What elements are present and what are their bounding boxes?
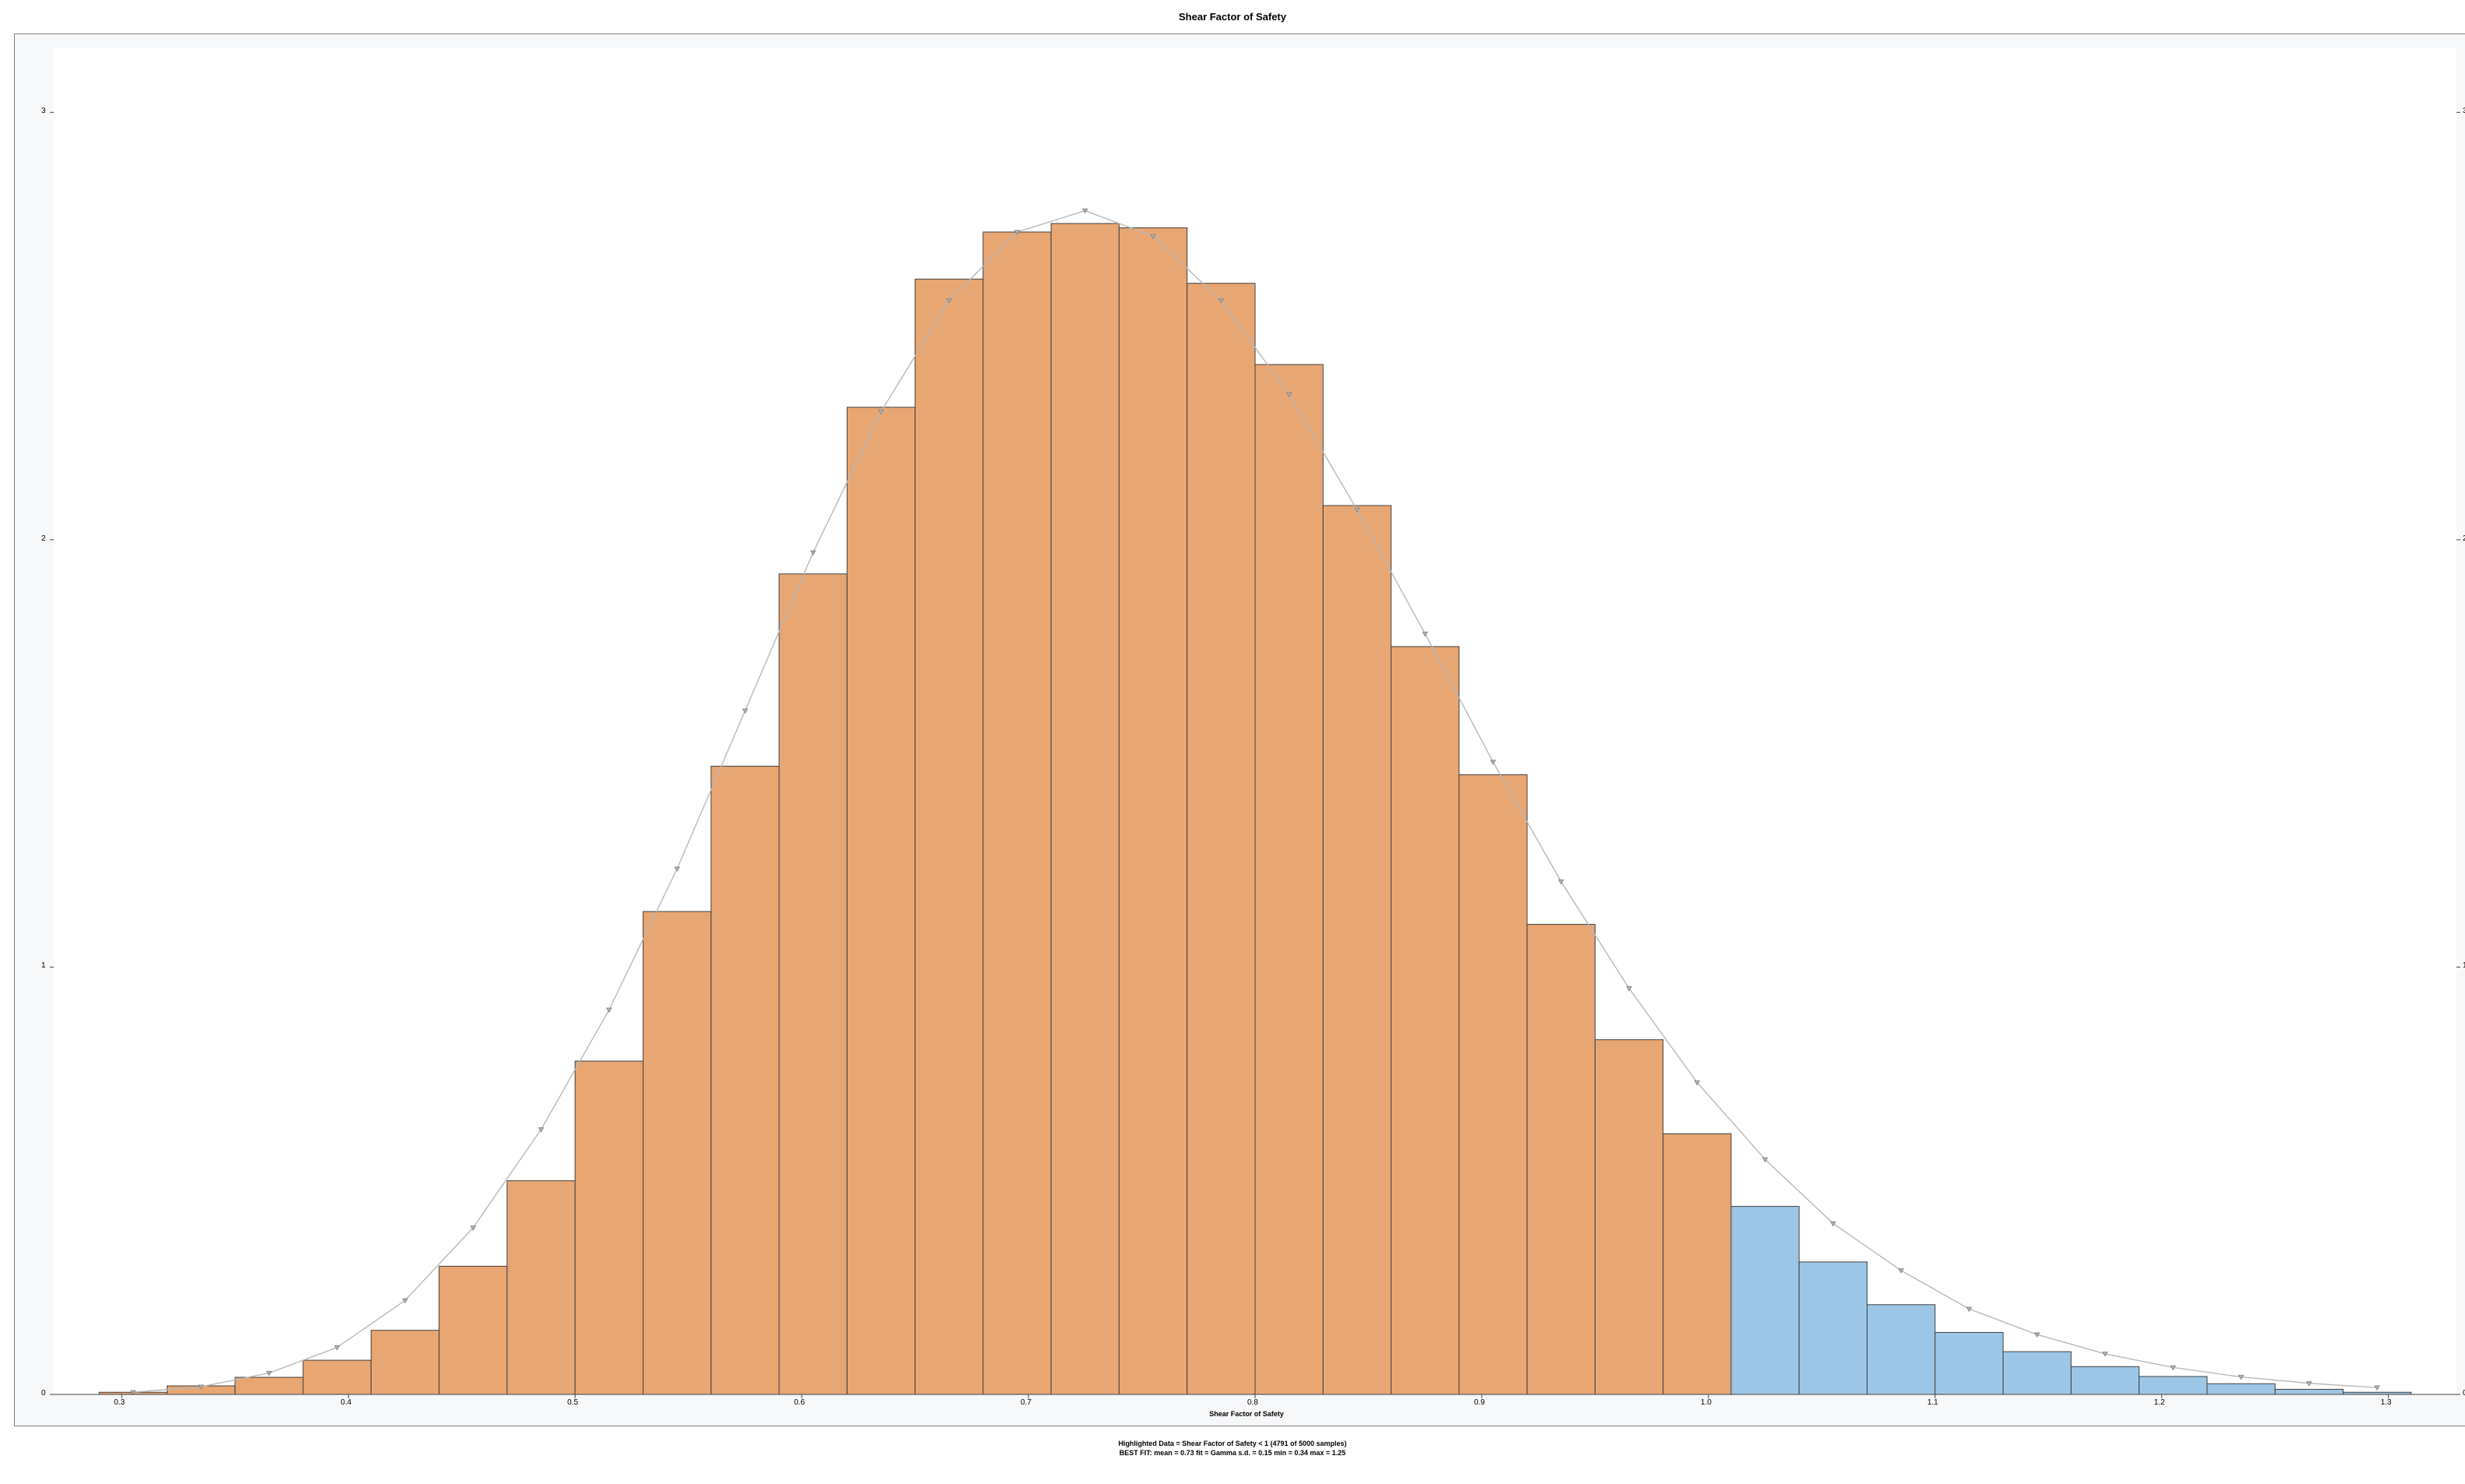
histogram-bar [575,1061,643,1394]
chart-frame: Relative Frequency Shear Factor of Safet… [14,33,2465,1426]
x-tick-label: 1.2 [2154,1398,2165,1407]
fit-marker-icon [1899,1269,1903,1273]
y-tick-label-left: 3 [41,107,46,115]
histogram-bar [1867,1305,1935,1394]
histogram-bar [235,1377,303,1394]
footnote-line-1: Highlighted Data = Shear Factor of Safet… [14,1439,2451,1448]
histogram-bar [983,232,1051,1394]
histogram-bar [1799,1262,1867,1394]
histogram-bar [2003,1352,2071,1394]
x-axis-label: Shear Factor of Safety [15,1410,2465,1418]
histogram-bar [2071,1366,2139,1394]
histogram-bar [2139,1376,2207,1394]
x-tick-label: 0.3 [114,1398,125,1407]
fit-marker-icon [1423,632,1427,636]
plot-area [54,48,2456,1394]
histogram-bar [1935,1332,2003,1394]
y-tick-label-left: 2 [41,534,46,543]
fit-marker-icon [1490,760,1495,764]
histogram-bar [847,407,915,1394]
x-tick-label: 0.4 [340,1398,351,1407]
histogram-bar [303,1360,371,1394]
histogram-svg [54,48,2456,1394]
fit-marker-icon [811,551,816,555]
histogram-bar [1595,1040,1663,1394]
histogram-bar [1323,506,1391,1394]
fit-marker-icon [742,709,747,713]
histogram-bar [1119,227,1187,1394]
chart-footnote: Highlighted Data = Shear Factor of Safet… [14,1439,2451,1458]
histogram-bar [1051,224,1119,1394]
fit-marker-icon [607,1008,612,1012]
histogram-bar [2207,1384,2275,1394]
histogram-bar [507,1181,575,1394]
histogram-bar [1391,647,1459,1394]
histogram-bar [2275,1389,2343,1394]
histogram-bar [439,1266,507,1394]
x-tick-label: 0.5 [567,1398,578,1407]
histogram-bar [643,911,711,1394]
fit-marker-icon [675,867,679,871]
x-tick-label: 0.8 [1247,1398,1258,1407]
histogram-bar [711,767,779,1394]
footnote-line-2: BEST FIT: mean = 0.73 fit = Gamma s.d. =… [14,1448,2451,1458]
x-tick-label: 0.7 [1021,1398,1031,1407]
y-tick-label-left: 1 [41,961,46,970]
histogram-bar [1255,365,1323,1394]
y-tick-label-left: 0 [41,1389,46,1398]
x-tick-label: 0.9 [1474,1398,1485,1407]
chart-title: Shear Factor of Safety [14,11,2451,23]
histogram-bar [1459,775,1527,1394]
histogram-bar [1527,925,1595,1394]
histogram-bar [1731,1207,1799,1394]
histogram-bar [915,279,983,1394]
histogram-bar [779,574,847,1394]
x-tick-label: 0.6 [794,1398,805,1407]
histogram-bar [371,1331,439,1394]
page: Shear Factor of Safety Relative Frequenc… [0,0,2465,1465]
histogram-bar [1187,284,1255,1394]
histogram-bar [1663,1133,1731,1394]
x-tick-label: 1.3 [2381,1398,2392,1407]
x-tick-label: 1.1 [1927,1398,1938,1407]
x-tick-label: 1.0 [1701,1398,1712,1407]
